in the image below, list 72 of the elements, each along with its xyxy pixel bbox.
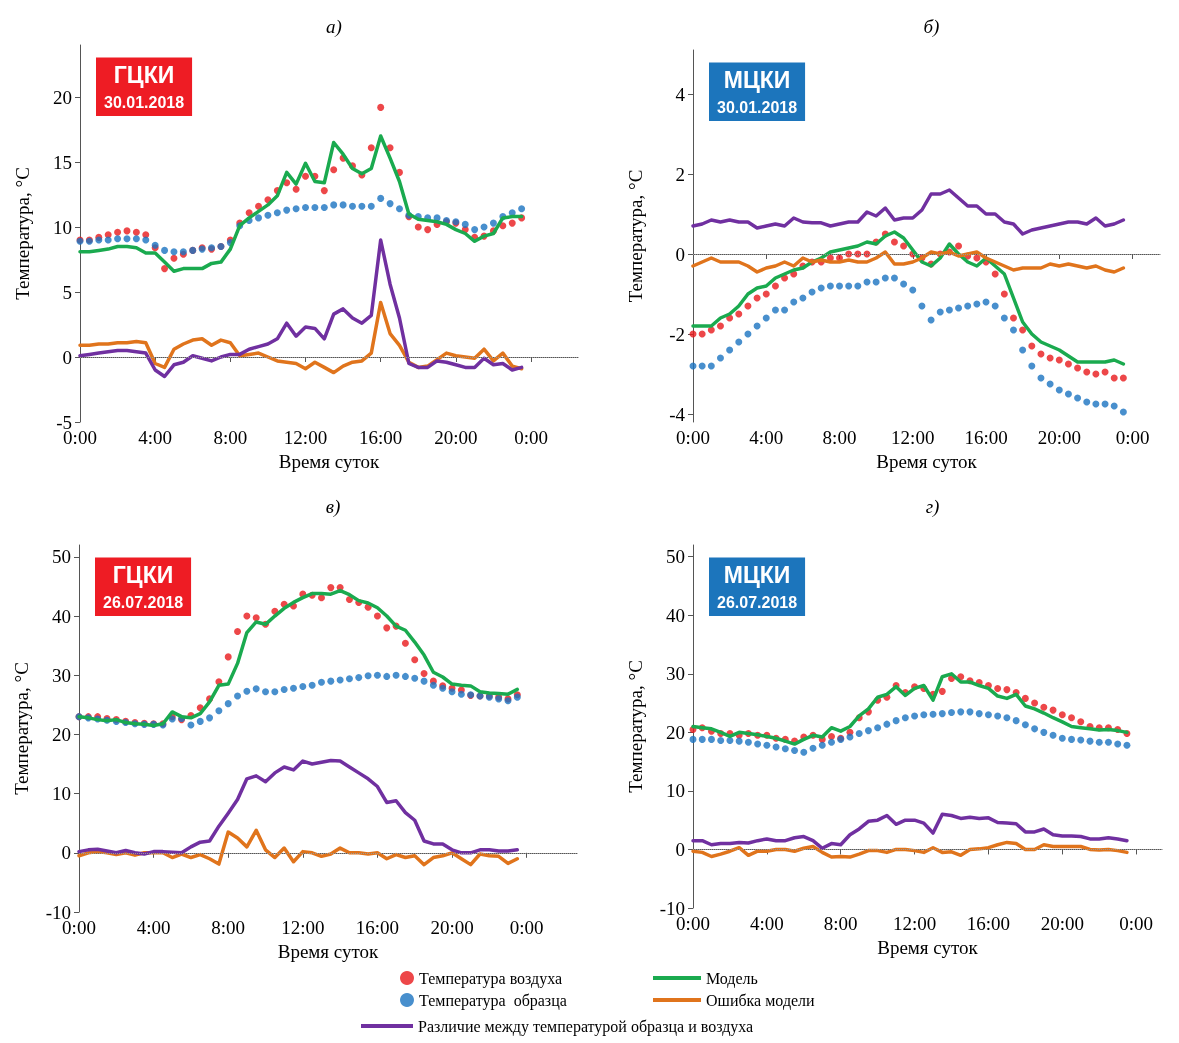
annotation: 26.07.2018: [103, 593, 184, 611]
y-tick-label: 5: [62, 281, 72, 303]
y-tick-label: 50: [52, 546, 71, 568]
x-tick-label: 12:00: [891, 427, 935, 448]
y-tick-label: 20: [666, 721, 685, 743]
y-tick-label: 10: [666, 780, 685, 802]
x-tick-label: 20:00: [1040, 913, 1084, 934]
y-tick-label: 0: [675, 243, 685, 265]
chart-title: а): [326, 16, 342, 38]
legend-label: Ошибка модели: [706, 991, 816, 1010]
y-tick-label: 30: [52, 664, 71, 686]
x-tick-label: 0:00: [676, 427, 710, 448]
y-tick-label: 30: [666, 663, 685, 685]
y-tick-label: 20: [53, 86, 72, 108]
annotation: 26.07.2018: [717, 593, 798, 611]
annotation: 30.01.2018: [104, 93, 185, 111]
annotation: МЦКИ: [723, 562, 791, 588]
x-tick-label: 16:00: [964, 427, 1008, 448]
x-tick-label: 20:00: [1037, 427, 1081, 448]
y-tick-label: 15: [53, 151, 72, 173]
y-tick-label: 40: [666, 604, 685, 626]
y-axis-title: Температура, °C: [625, 660, 646, 793]
x-tick-label: 16:00: [359, 427, 403, 448]
y-tick-label: 0: [61, 842, 71, 864]
y-tick-label: 4: [675, 83, 686, 105]
x-tick-label: 4:00: [749, 913, 784, 934]
chart-title: г): [925, 496, 940, 518]
y-tick-label: 10: [52, 783, 71, 805]
legend-label: Температура воздуха: [419, 969, 563, 988]
y-tick-label: -2: [669, 323, 685, 345]
legend-label: Модель: [706, 969, 758, 988]
y-tick-label: -4: [669, 403, 686, 425]
x-tick-label: 16:00: [355, 917, 400, 938]
annotation: ГЦКИ: [112, 562, 174, 588]
x-tick-label: 4:00: [136, 917, 171, 938]
y-tick-label: 2: [675, 163, 685, 185]
x-axis-title: Время суток: [877, 936, 979, 958]
legend-label: Различие между температурой образца и воздуха: [418, 1017, 754, 1036]
x-tick-label: 8:00: [213, 427, 248, 448]
annotation: 30.01.2018: [717, 98, 798, 116]
y-axis-title: Температура, °C: [625, 169, 646, 303]
y-axis-title: Температура, °C: [12, 167, 33, 300]
x-axis-title: Время суток: [876, 450, 978, 472]
x-tick-label: 12:00: [283, 427, 328, 448]
x-tick-label: 16:00: [966, 913, 1011, 934]
x-tick-label: 0:00: [1115, 427, 1150, 448]
x-tick-label: 20:00: [434, 427, 478, 448]
x-tick-label: 8:00: [211, 917, 246, 938]
x-tick-label: 8:00: [823, 913, 858, 934]
x-axis-title: Время суток: [278, 450, 381, 472]
x-tick-label: 0:00: [514, 427, 548, 448]
x-tick-label: 4:00: [138, 427, 173, 448]
annotation: МЦКИ: [723, 67, 791, 93]
x-tick-label: 8:00: [822, 427, 857, 448]
y-tick-label: 10: [53, 216, 72, 238]
y-tick-label: 0: [62, 346, 72, 368]
x-tick-label: 12:00: [892, 913, 937, 934]
x-tick-label: 0:00: [509, 917, 544, 938]
x-tick-label: 20:00: [430, 917, 474, 938]
legend-label: Температура образца: [419, 991, 567, 1010]
y-tick-label: 50: [666, 546, 685, 568]
y-axis-title: Температура, °C: [11, 662, 32, 795]
x-axis-title: Время суток: [277, 940, 380, 962]
x-tick-label: 12:00: [281, 917, 325, 938]
x-tick-label: 4:00: [749, 427, 784, 448]
x-tick-label: 0:00: [1119, 913, 1154, 934]
chart-title: б): [923, 16, 940, 38]
annotation: ГЦКИ: [113, 62, 175, 88]
chart-title: в): [325, 496, 341, 518]
y-tick-label: 40: [52, 605, 71, 627]
y-tick-label: 0: [675, 838, 685, 860]
y-tick-label: 20: [52, 723, 71, 745]
